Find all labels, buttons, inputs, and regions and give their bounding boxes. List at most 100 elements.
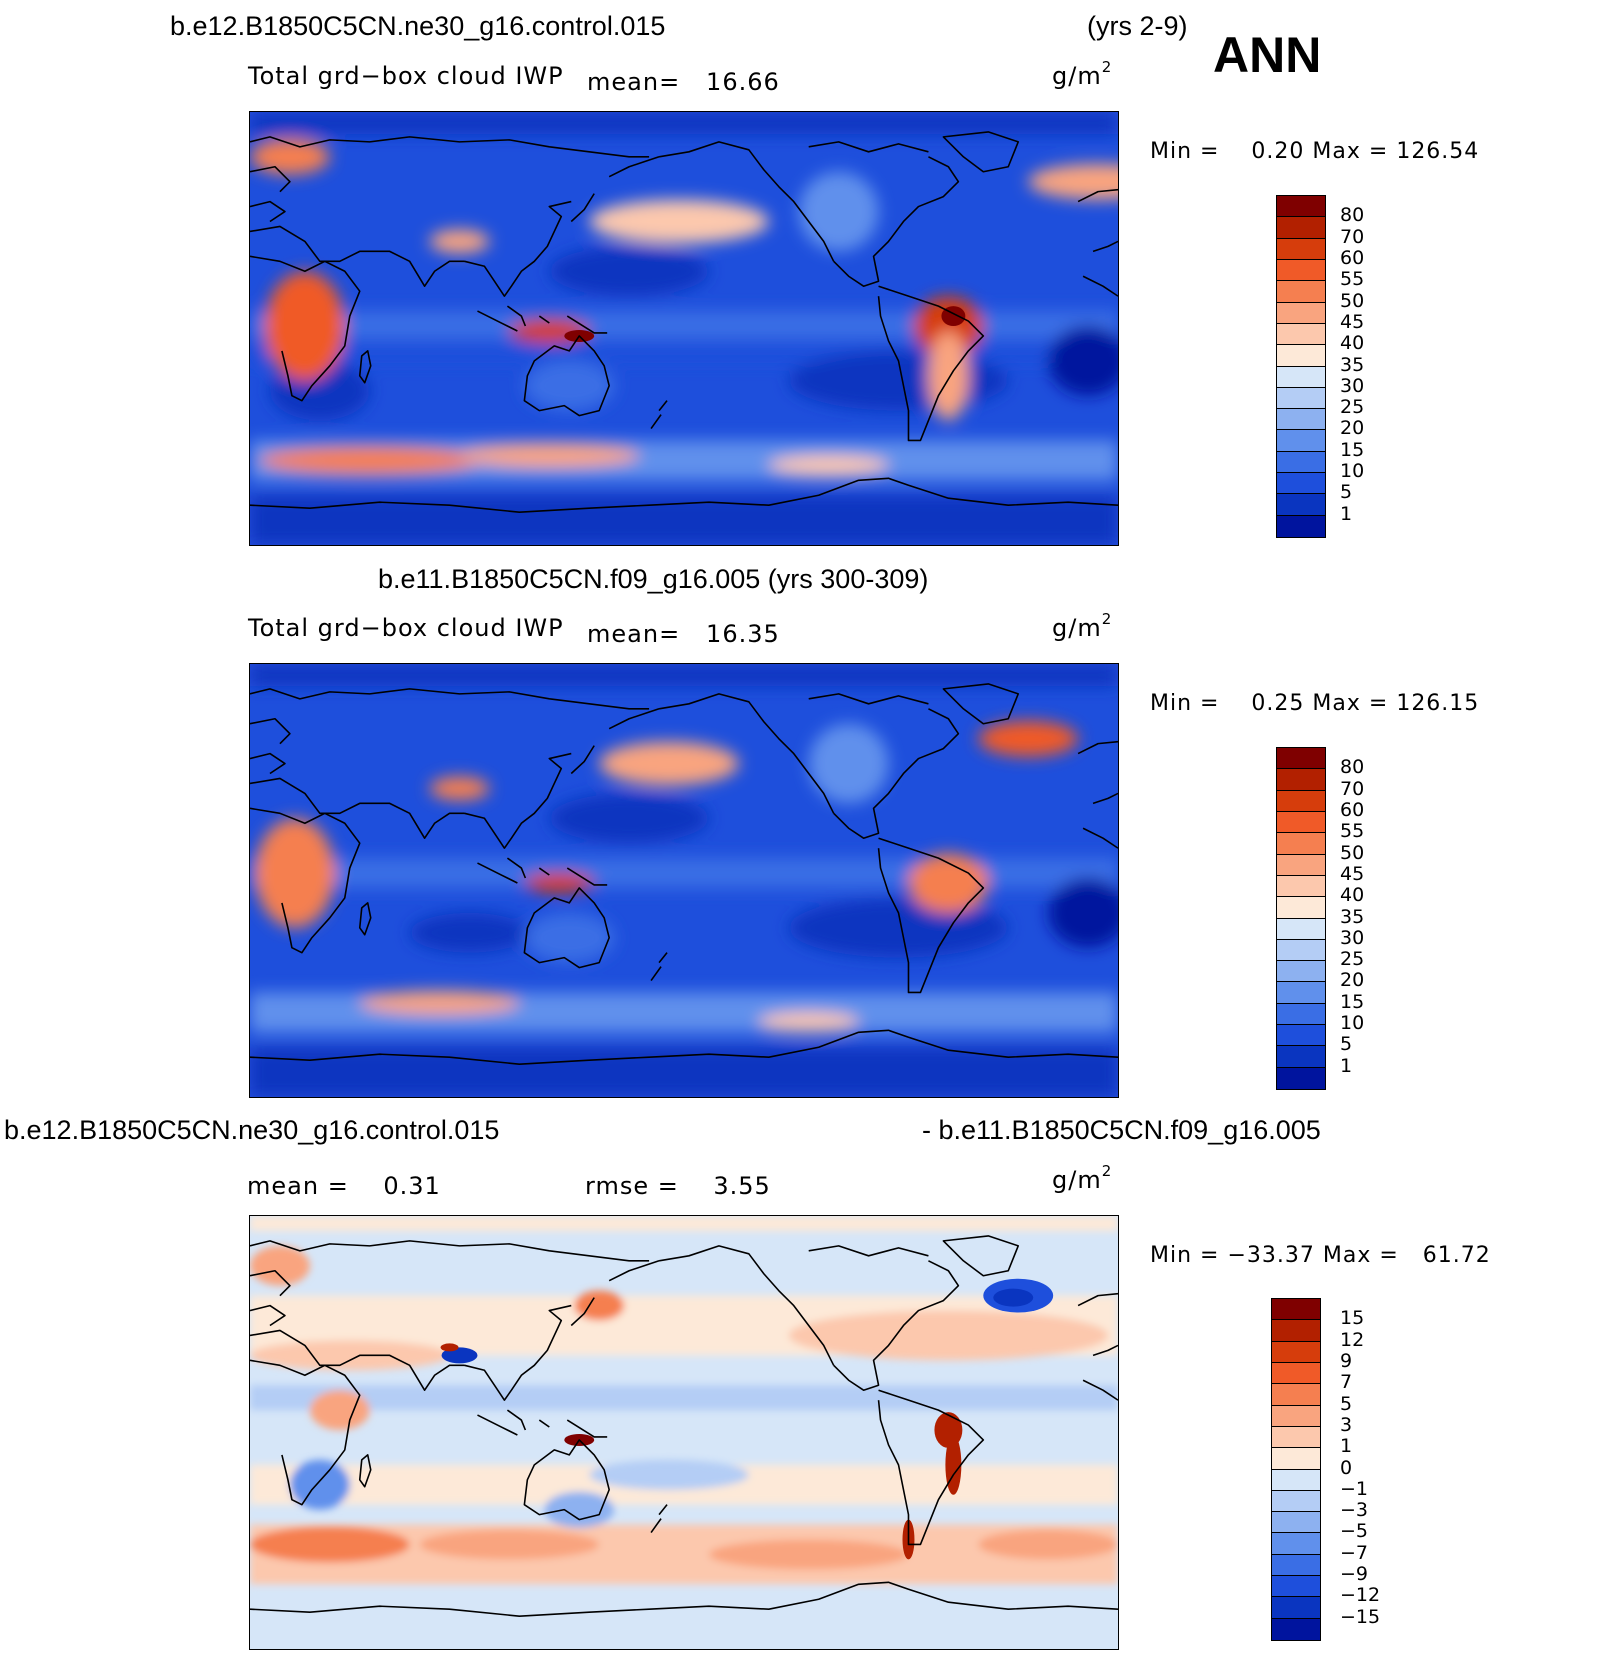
colorbar-box xyxy=(1277,982,1325,1004)
colorbar-label: 5 xyxy=(1340,1033,1353,1056)
panel1-minmax: Min = 0.20 Max = 126.54 xyxy=(1150,139,1480,164)
panel3-colorbar xyxy=(1271,1298,1321,1641)
colorbar-box xyxy=(1272,1554,1320,1577)
colorbar-box xyxy=(1277,1046,1325,1068)
colorbar-label: 40 xyxy=(1340,884,1365,907)
colorbar-box xyxy=(1277,345,1325,367)
colorbar-box xyxy=(1277,451,1325,474)
panel1-map xyxy=(249,111,1119,546)
panel1-mean: mean= 16.66 xyxy=(587,68,780,96)
colorbar-label: 5 xyxy=(1340,481,1353,504)
colorbar-label: 50 xyxy=(1340,289,1365,312)
colorbar-label: −3 xyxy=(1340,1499,1369,1522)
colorbar-label: −9 xyxy=(1340,1563,1369,1586)
colorbar-label: 25 xyxy=(1340,396,1365,419)
colorbar-box xyxy=(1277,515,1325,537)
colorbar-box xyxy=(1277,748,1325,770)
colorbar-box xyxy=(1277,811,1325,834)
panel2-colorbar xyxy=(1276,747,1326,1090)
colorbar-label: 35 xyxy=(1340,353,1365,376)
colorbar-box xyxy=(1272,1426,1320,1449)
colorbar-label: 45 xyxy=(1340,310,1365,333)
colorbar-label: 40 xyxy=(1340,332,1365,355)
colorbar-box xyxy=(1277,1067,1325,1089)
colorbar-label: 12 xyxy=(1340,1328,1365,1351)
colorbar-label: 1 xyxy=(1340,502,1353,525)
panel3-mean: mean = 0.31 xyxy=(247,1172,441,1200)
colorbar-box xyxy=(1277,196,1325,218)
colorbar-box xyxy=(1272,1362,1320,1385)
colorbar-label: −5 xyxy=(1340,1520,1369,1543)
colorbar-label: −15 xyxy=(1340,1605,1381,1628)
colorbar-box xyxy=(1277,281,1325,303)
colorbar-box xyxy=(1277,1025,1325,1047)
panel3-units: g/m2 xyxy=(1052,1162,1113,1194)
colorbar-label: 1 xyxy=(1340,1054,1353,1077)
colorbar-box xyxy=(1277,875,1325,898)
colorbar-label: 60 xyxy=(1340,246,1365,269)
panel2-map xyxy=(249,663,1119,1098)
colorbar-label: 45 xyxy=(1340,862,1365,885)
colorbar-box xyxy=(1277,366,1325,388)
colorbar-box xyxy=(1272,1384,1320,1406)
colorbar-box xyxy=(1277,409,1325,431)
colorbar-label: 60 xyxy=(1340,798,1365,821)
colorbar-label: 55 xyxy=(1340,820,1365,843)
colorbar-box xyxy=(1277,323,1325,346)
colorbar-box xyxy=(1277,961,1325,983)
colorbar-box xyxy=(1272,1533,1320,1555)
colorbar-label: 5 xyxy=(1340,1392,1353,1415)
colorbar-box xyxy=(1277,939,1325,962)
colorbar-box xyxy=(1272,1448,1320,1470)
panel1-years: (yrs 2-9) xyxy=(1087,11,1188,41)
colorbar-box xyxy=(1277,769,1325,791)
colorbar-label: −7 xyxy=(1340,1541,1369,1564)
panel2-mean: mean= 16.35 xyxy=(587,620,780,648)
panel3-minmax: Min = −33.37 Max = 61.72 xyxy=(1150,1243,1491,1268)
colorbar-box xyxy=(1277,1003,1325,1026)
colorbar-label: 30 xyxy=(1340,374,1365,397)
colorbar-box xyxy=(1277,387,1325,410)
colorbar-box xyxy=(1272,1490,1320,1513)
colorbar-box xyxy=(1277,790,1325,812)
panel1-colorbar xyxy=(1276,195,1326,538)
panel3-map xyxy=(249,1215,1119,1650)
colorbar-label: 55 xyxy=(1340,268,1365,291)
colorbar-label: 7 xyxy=(1340,1371,1353,1394)
panel2-minmax: Min = 0.25 Max = 126.15 xyxy=(1150,691,1480,716)
panel2-units: g/m2 xyxy=(1052,610,1113,642)
colorbar-box xyxy=(1272,1320,1320,1342)
panel1-variable: Total grd−box cloud IWP xyxy=(248,62,564,90)
colorbar-box xyxy=(1277,259,1325,282)
panel2-case-title: b.e11.B1850C5CN.f09_g16.005 (yrs 300-309… xyxy=(378,564,929,594)
colorbar-box xyxy=(1272,1299,1320,1321)
panel3-diff-left-title: b.e12.B1850C5CN.ne30_g16.control.015 xyxy=(4,1115,500,1145)
colorbar-box xyxy=(1272,1512,1320,1534)
colorbar-box xyxy=(1277,217,1325,239)
colorbar-box xyxy=(1277,302,1325,324)
panel2-variable: Total grd−box cloud IWP xyxy=(248,614,564,642)
colorbar-label: 20 xyxy=(1340,969,1365,992)
colorbar-box xyxy=(1272,1341,1320,1363)
colorbar-label: 3 xyxy=(1340,1413,1353,1436)
colorbar-box xyxy=(1277,238,1325,260)
colorbar-box xyxy=(1277,494,1325,516)
colorbar-label: 70 xyxy=(1340,777,1365,800)
colorbar-box xyxy=(1277,897,1325,919)
colorbar-label: 35 xyxy=(1340,905,1365,928)
colorbar-label: 15 xyxy=(1340,990,1365,1013)
colorbar-box xyxy=(1277,918,1325,940)
colorbar-box xyxy=(1277,854,1325,876)
colorbar-label: 15 xyxy=(1340,1307,1365,1330)
season-label: ANN xyxy=(1213,27,1322,83)
colorbar-box xyxy=(1272,1405,1320,1427)
colorbar-box xyxy=(1272,1576,1320,1598)
colorbar-label: 10 xyxy=(1340,460,1365,483)
panel3-diff-right-title: - b.e11.B1850C5CN.f09_g16.005 xyxy=(922,1115,1321,1145)
colorbar-box xyxy=(1277,833,1325,855)
panel1-case-title: b.e12.B1850C5CN.ne30_g16.control.015 xyxy=(170,11,666,41)
colorbar-box xyxy=(1277,430,1325,452)
colorbar-label: −1 xyxy=(1340,1477,1369,1500)
colorbar-label: 25 xyxy=(1340,948,1365,971)
colorbar-label: 1 xyxy=(1340,1435,1353,1458)
